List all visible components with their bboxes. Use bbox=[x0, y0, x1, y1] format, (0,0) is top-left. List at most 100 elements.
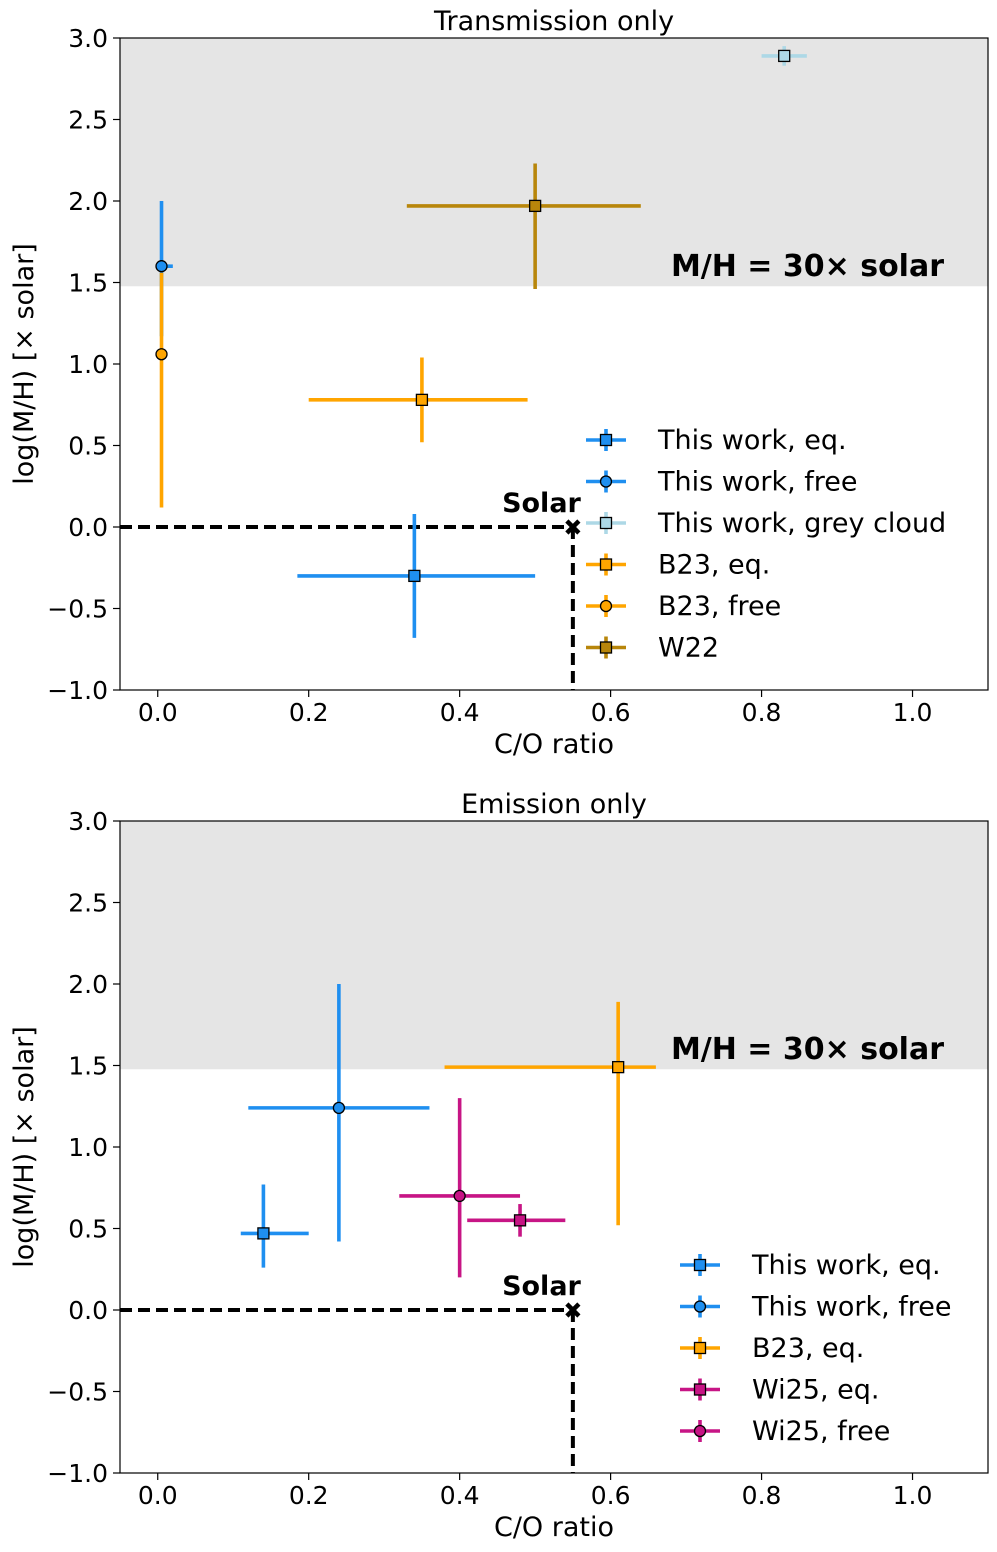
series-this-work-free bbox=[248, 984, 430, 1242]
data-point bbox=[528, 199, 542, 213]
solar-label: Solar bbox=[502, 488, 581, 519]
legend-item: B23, eq. bbox=[680, 1333, 864, 1364]
legend-item: This work, free bbox=[586, 467, 858, 498]
legend-marker bbox=[599, 558, 613, 571]
legend-item: This work, eq. bbox=[586, 425, 847, 456]
solar-marker-stroke bbox=[565, 519, 581, 535]
series-wi25-free bbox=[399, 1098, 521, 1278]
solar-marker bbox=[565, 1302, 581, 1318]
legend-item: B23, free bbox=[586, 591, 781, 622]
y-tick-label: 1.5 bbox=[68, 269, 108, 298]
data-point bbox=[778, 49, 791, 63]
legend-label: This work, free bbox=[657, 467, 858, 498]
x-tick-label: 0.6 bbox=[591, 1481, 631, 1510]
y-tick-label: −0.5 bbox=[47, 1378, 108, 1407]
y-tick-label: 0.0 bbox=[68, 1296, 108, 1325]
data-marks bbox=[120, 46, 807, 690]
legend-label: This work, grey cloud bbox=[657, 508, 946, 539]
legend-label: Wi25, eq. bbox=[752, 1375, 879, 1406]
series-this-work-eq bbox=[240, 1184, 309, 1268]
legend-item: Wi25, eq. bbox=[680, 1375, 879, 1406]
y-tick-label: 3.0 bbox=[68, 807, 108, 836]
legend-marker bbox=[693, 1424, 707, 1438]
solar-label: Solar bbox=[502, 1271, 581, 1302]
x-axis-label: C/O ratio bbox=[494, 1512, 614, 1543]
data-point bbox=[453, 1189, 466, 1203]
y-tick-label: 1.0 bbox=[68, 350, 108, 379]
legend-item: B23, eq. bbox=[586, 550, 770, 581]
legend-marker bbox=[599, 433, 613, 447]
y-axis-label: log(M/H) [× solar] bbox=[9, 1026, 40, 1268]
y-tick-label: 1.5 bbox=[68, 1052, 108, 1081]
y-tick-label: −1.0 bbox=[47, 676, 108, 705]
series-this-work-eq bbox=[297, 513, 536, 638]
legend: This work, eq. This work, free This work, … bbox=[586, 425, 946, 664]
x-tick-label: 0.2 bbox=[289, 698, 329, 727]
solar-marker-stroke bbox=[565, 1302, 581, 1318]
x-tick-label: 0.4 bbox=[440, 698, 480, 727]
x-tick-label: 1.0 bbox=[893, 698, 933, 727]
x-tick-label: 0.2 bbox=[289, 1481, 329, 1510]
data-point bbox=[513, 1214, 527, 1227]
series-b23-eq bbox=[308, 357, 528, 443]
chart-title: Emission only bbox=[461, 789, 647, 820]
legend-item: This work, eq. bbox=[680, 1250, 941, 1281]
legend-label: This work, free bbox=[751, 1292, 952, 1323]
y-tick-label: 3.0 bbox=[68, 24, 108, 53]
data-point bbox=[332, 1101, 346, 1115]
y-tick-label: 1.0 bbox=[68, 1133, 108, 1162]
y-tick-label: 0.5 bbox=[68, 432, 108, 461]
data-point bbox=[155, 260, 168, 273]
axis-ticks: 0.0 0.2 0.4 0.6 0.8 1.0 −1.0 −0.5 0.0 0.5 1.0 1.5 2.… bbox=[47, 24, 932, 727]
legend-marker bbox=[693, 1341, 707, 1355]
y-tick-label: 0.0 bbox=[68, 513, 108, 542]
x-tick-label: 0.0 bbox=[138, 1481, 178, 1510]
x-tick-label: 0.4 bbox=[440, 1481, 480, 1510]
series-this-work-grey-cloud bbox=[761, 46, 807, 66]
y-tick-label: −1.0 bbox=[47, 1459, 108, 1488]
legend-label: B23, eq. bbox=[752, 1333, 864, 1364]
data-point bbox=[612, 1060, 625, 1074]
x-tick-label: 0.8 bbox=[742, 698, 782, 727]
legend-item: This work, grey cloud bbox=[586, 508, 946, 539]
x-tick-label: 0.0 bbox=[138, 698, 178, 727]
series-b23-free bbox=[155, 272, 168, 508]
panel-emission: 0.0 0.2 0.4 0.6 0.8 1.0 −1.0 −0.5 0.0 0.5 1.0 1.5 2.… bbox=[9, 789, 989, 1543]
series-w22 bbox=[406, 163, 641, 290]
chart-title: Transmission only bbox=[433, 6, 674, 37]
legend-item: This work, free bbox=[680, 1292, 952, 1323]
data-point bbox=[408, 569, 421, 583]
legend-marker bbox=[599, 599, 613, 613]
high-metallicity-region bbox=[120, 38, 988, 287]
legend-label: B23, free bbox=[658, 591, 781, 622]
data-point bbox=[415, 393, 429, 407]
legend-marker bbox=[599, 516, 613, 530]
legend-marker bbox=[693, 1383, 707, 1396]
legend-marker bbox=[599, 475, 613, 488]
legend-item: Wi25, free bbox=[680, 1416, 890, 1447]
shaded-region-label: M/H = 30× solar bbox=[671, 249, 944, 284]
legend-label: This work, eq. bbox=[657, 425, 847, 456]
axis-ticks: 0.0 0.2 0.4 0.6 0.8 1.0 −1.0 −0.5 0.0 0.5 1.0 1.5 2.… bbox=[47, 807, 932, 1510]
legend-marker bbox=[599, 641, 613, 654]
y-tick-label: 2.5 bbox=[68, 106, 108, 135]
y-tick-label: 2.0 bbox=[68, 970, 108, 999]
x-axis-label: C/O ratio bbox=[494, 729, 614, 760]
x-tick-label: 1.0 bbox=[893, 1481, 933, 1510]
y-tick-label: 2.5 bbox=[68, 889, 108, 918]
x-tick-label: 0.6 bbox=[591, 698, 631, 727]
legend-marker bbox=[693, 1300, 707, 1313]
y-tick-label: 0.5 bbox=[68, 1215, 108, 1244]
solar-marker bbox=[565, 519, 581, 535]
legend-label: This work, eq. bbox=[751, 1250, 941, 1281]
data-point bbox=[257, 1227, 270, 1240]
series-wi25-eq bbox=[467, 1204, 566, 1237]
legend-label: Wi25, free bbox=[752, 1416, 890, 1447]
high-metallicity-region bbox=[120, 821, 988, 1070]
data-marks bbox=[120, 984, 656, 1473]
legend-label: W22 bbox=[658, 633, 719, 664]
data-point bbox=[155, 348, 168, 361]
x-tick-label: 0.8 bbox=[742, 1481, 782, 1510]
y-tick-label: −0.5 bbox=[47, 595, 108, 624]
